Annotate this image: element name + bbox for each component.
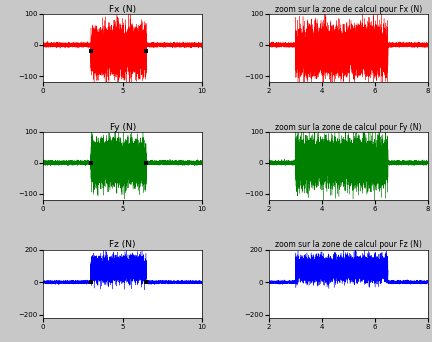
Title: Fy (N): Fy (N) [110,122,136,132]
Title: zoom sur la zone de calcul pour Fz (N): zoom sur la zone de calcul pour Fz (N) [275,240,422,249]
Title: zoom sur la zone de calcul pour Fx (N): zoom sur la zone de calcul pour Fx (N) [275,4,422,14]
Title: zoom sur la zone de calcul pour Fy (N): zoom sur la zone de calcul pour Fy (N) [275,122,422,132]
Title: Fx (N): Fx (N) [109,4,136,14]
Title: Fz (N): Fz (N) [109,240,136,249]
